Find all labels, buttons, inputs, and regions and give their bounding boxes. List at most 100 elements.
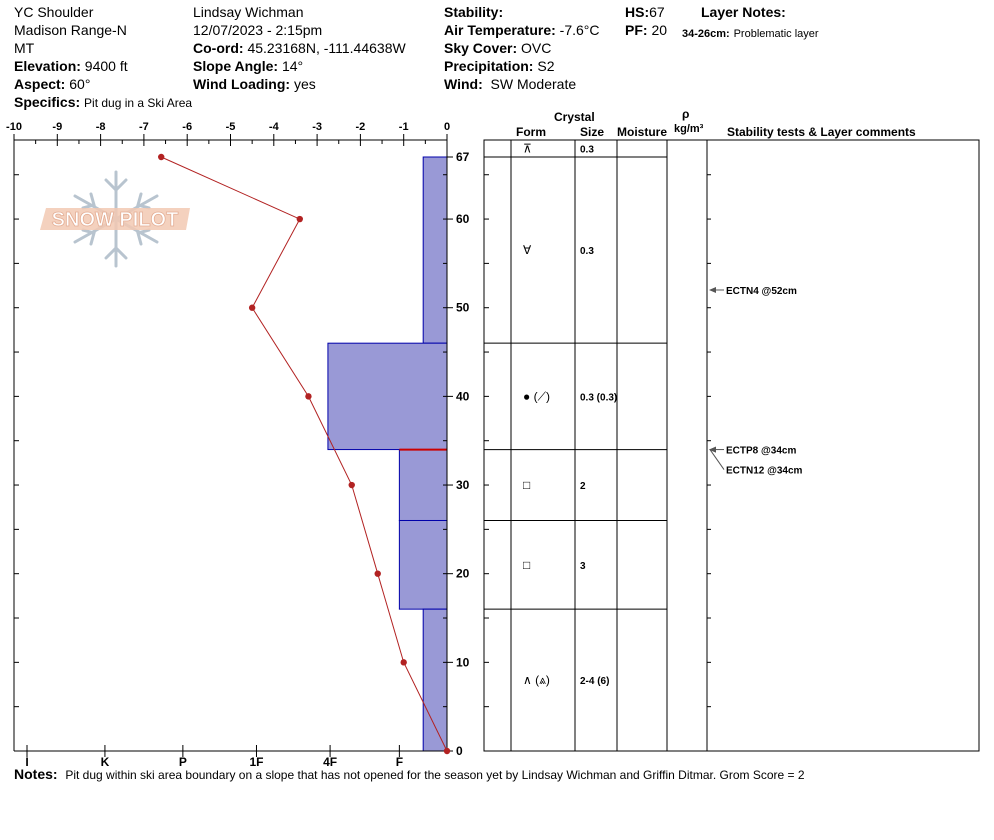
temperature-point — [374, 570, 381, 577]
moisture-header: Moisture — [617, 125, 668, 139]
hardness-tick-label: K — [101, 755, 110, 769]
wind-loading: Wind Loading: yes — [193, 76, 316, 92]
date-time: 12/07/2023 - 2:15pm — [193, 22, 323, 38]
crystal-form-symbol: □ — [523, 478, 530, 492]
air-temperature: Air Temperature: -7.6°C — [444, 22, 600, 38]
crystal-form-symbol: ⊼ — [523, 142, 532, 156]
temperature-point — [305, 393, 312, 400]
crystal-form-symbol: ● (⟋) — [523, 389, 550, 403]
specifics-value: Pit dug in a Ski Area — [84, 96, 193, 110]
wind-value: SW Moderate — [490, 76, 577, 92]
test-leader-line — [709, 449, 725, 470]
sky-value: OVC — [521, 40, 552, 56]
sky-cover: Sky Cover: OVC — [444, 40, 551, 56]
size-header: Size — [580, 125, 605, 139]
temperature-tick-label: -2 — [356, 121, 366, 133]
sky-label: Sky Cover: — [444, 40, 518, 56]
location-name: YC Shoulder — [14, 4, 94, 20]
slope-value: 14° — [281, 58, 304, 74]
test-arrow-icon — [709, 446, 716, 453]
temperature-point — [400, 659, 407, 666]
hs: HS:67 — [625, 4, 665, 20]
crystal-size: 2-4 (6) — [580, 676, 609, 687]
observer: Lindsay Wichman — [193, 4, 304, 20]
crystal-header: Crystal — [554, 110, 595, 124]
temperature-point — [296, 215, 303, 223]
slope-angle: Slope Angle: 14° — [193, 58, 303, 74]
temperature-tick-label: -8 — [96, 121, 106, 133]
pf-value: 20 — [651, 22, 668, 38]
temperature-point — [443, 747, 451, 755]
layer-note: 34-26cm: Problematic layer — [682, 24, 819, 40]
layer-notes-label: Layer Notes: — [701, 4, 786, 20]
wind-label: Wind: — [444, 76, 483, 92]
snow-pilot-logo: SNOW PILOT — [40, 170, 190, 268]
crystal-size: 2 — [580, 481, 586, 492]
aspect-label: Aspect: — [14, 76, 66, 92]
crystal-size: 0.3 (0.3) — [580, 392, 617, 403]
hardness-bar — [398, 449, 448, 521]
aspect-value: 60° — [69, 76, 91, 92]
specifics-label: Specifics: — [14, 94, 81, 110]
elevation-value: 9400 ft — [84, 58, 128, 74]
crystal-form-symbol: ∀ — [523, 243, 532, 257]
temperature-tick-label: -7 — [139, 121, 149, 133]
precip-value: S2 — [537, 58, 555, 74]
temperature-tick-label: -1 — [399, 121, 409, 133]
density-unit-header: kg/m³ — [674, 123, 704, 135]
temperature-tick-label: 0 — [444, 121, 450, 133]
layer-note-range: 34-26cm: — [682, 28, 730, 40]
hs-label: HS: — [625, 4, 650, 20]
stability-test-label: ECTP8 @34cm — [726, 446, 796, 457]
temperature-tick-label: -9 — [52, 121, 62, 133]
stability-label: Stability: — [444, 4, 504, 20]
wind-loading-value: yes — [293, 76, 316, 92]
stability: Stability: — [444, 4, 503, 20]
crystal-form-symbol: ∧ (⩓) — [523, 673, 550, 687]
depth-tick-label: 0 — [456, 744, 463, 758]
coord-label: Co-ord: — [193, 40, 244, 56]
depth-tick-label: 10 — [456, 655, 470, 669]
notes: Notes: Pit dug within ski area boundary … — [14, 766, 805, 782]
notes-text: Pit dug within ski area boundary on a sl… — [65, 768, 805, 782]
depth-tick-label: 20 — [456, 567, 470, 581]
crystal-size: 0.3 — [580, 145, 594, 156]
temperature-tick-label: -3 — [312, 121, 322, 133]
hardness-bar — [422, 608, 448, 752]
pf-label: PF: — [625, 22, 648, 38]
temperature-tick-label: -6 — [182, 121, 192, 133]
specifics: Specifics: Pit dug in a Ski Area — [14, 94, 192, 110]
wind: Wind: SW Moderate — [444, 76, 576, 92]
temperature-tick-label: -10 — [6, 121, 22, 133]
aspect: Aspect: 60° — [14, 76, 90, 92]
crystal-form-symbol: □ — [523, 558, 530, 572]
slope-label: Slope Angle: — [193, 58, 279, 74]
precipitation: Precipitation: S2 — [444, 58, 554, 74]
crystal-table-frame — [483, 139, 980, 752]
stability-test-label: ECTN4 @52cm — [726, 286, 797, 297]
temperature-profile-line — [161, 156, 448, 752]
hardness-tick-label: F — [396, 755, 403, 769]
elevation: Elevation: 9400 ft — [14, 58, 128, 74]
coord-value: 45.23168N, -111.44638W — [247, 40, 406, 56]
air-temp-value: -7.6°C — [559, 22, 600, 38]
form-header: Form — [516, 125, 546, 139]
temperature-tick-label: -4 — [269, 121, 280, 133]
depth-tick-label: 40 — [456, 389, 470, 403]
layer-note-text: Problematic layer — [733, 28, 819, 40]
logo-banner — [40, 208, 190, 230]
pf: PF: 20 — [625, 22, 667, 38]
hardness-tick-label: P — [179, 755, 187, 769]
logo-text: SNOW PILOT — [52, 209, 179, 231]
notes-label: Notes: — [14, 766, 58, 782]
temperature-point — [158, 153, 165, 161]
depth-tick-label: 60 — [456, 212, 470, 226]
hs-value: 67 — [649, 4, 665, 20]
coordinates: Co-ord: 45.23168N, -111.44638W — [193, 40, 406, 56]
hardness-tick-label: 4F — [323, 755, 337, 769]
wind-loading-label: Wind Loading: — [193, 76, 291, 92]
elevation-label: Elevation: — [14, 58, 81, 74]
depth-tick-label: 67 — [456, 150, 470, 164]
state: MT — [14, 40, 35, 56]
